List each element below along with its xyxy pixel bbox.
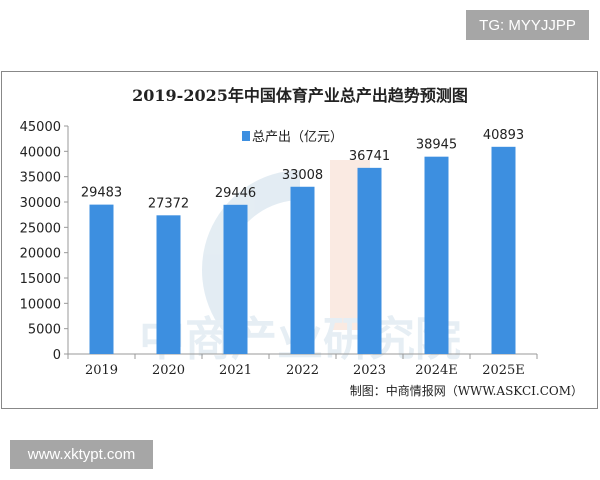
y-tick-label: 10000 [20,297,61,312]
y-tick-label: 20000 [20,247,61,262]
data-label: 29483 [81,186,122,201]
bar-2021 [223,204,248,354]
y-tick-label: 40000 [20,145,61,160]
bar-2019 [89,204,114,354]
y-tick-label: 15000 [20,272,61,287]
y-tick-label: 45000 [20,120,61,135]
y-tick-label: 5000 [28,323,61,338]
y-tick-label: 0 [53,348,61,363]
x-tick-label: 2020 [152,363,185,378]
chart-frame [1,71,598,409]
y-tick-label: 30000 [20,196,61,211]
y-tick-label: 35000 [20,171,61,186]
data-label: 36741 [349,149,390,164]
data-label: 40893 [483,128,524,143]
bar-2024E [424,156,449,354]
bar-2023 [357,167,382,354]
watermark-tag-bottom: www.xktypt.com [10,440,153,469]
x-tick-label: 2024E [415,363,458,378]
chart-title: 2019-2025年中国体育产业总产出趋势预测图 [132,86,468,105]
y-tick-label: 25000 [20,221,61,236]
data-label: 29446 [215,186,256,201]
x-tick-label: 2023 [353,363,386,378]
data-label: 38945 [416,138,457,153]
data-label: 33008 [282,168,323,183]
x-tick-label: 2021 [219,363,252,378]
bar-2022 [290,186,315,354]
bar-2025E [491,146,516,354]
legend-swatch [242,131,250,141]
x-tick-label: 2022 [286,363,319,378]
x-tick-label: 2019 [85,363,118,378]
legend-label: 总产出（亿元） [252,130,343,145]
bar-2020 [156,215,181,354]
watermark-tag-top: TG: MYYJJPP [466,10,589,40]
x-tick-label: 2025E [482,363,525,378]
source-note: 制图：中商情报网（WWW.ASKCI.COM） [350,383,583,398]
data-label: 27372 [148,196,189,211]
legend: 总产出（亿元） [242,130,343,145]
